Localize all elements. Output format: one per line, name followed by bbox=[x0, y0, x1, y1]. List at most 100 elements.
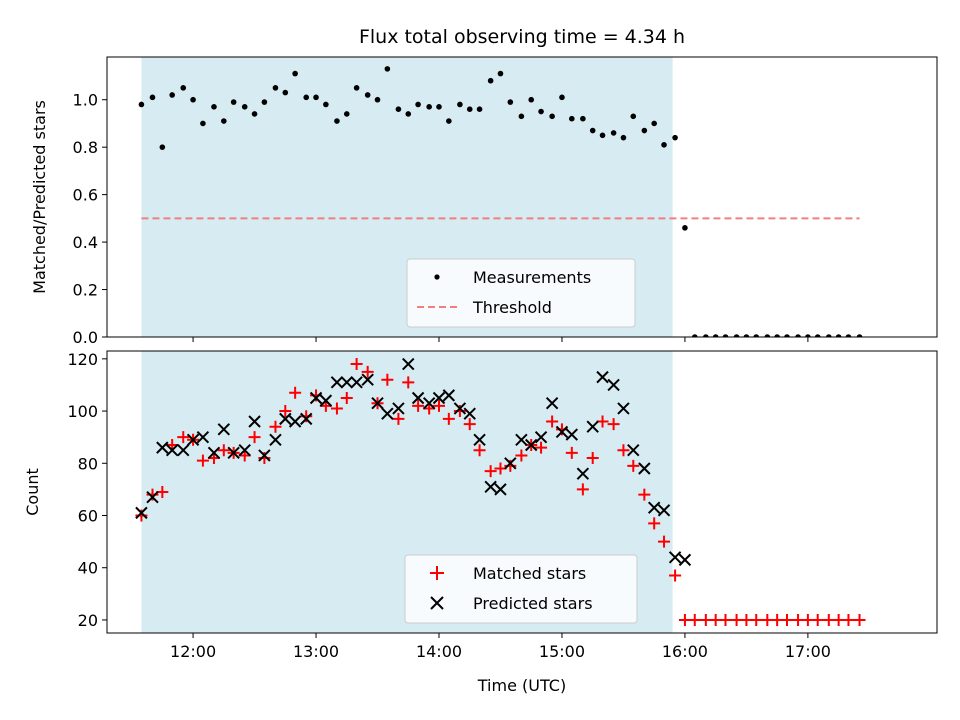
measurement-point bbox=[712, 334, 719, 337]
predicted-star-point bbox=[207, 446, 221, 460]
matched-star-point bbox=[402, 376, 415, 389]
matched-star-point bbox=[196, 454, 209, 467]
panel-ratio: 0.0 0.2 0.4 0.6 0.8 1.0 Matched/Predicted sta… bbox=[30, 56, 938, 347]
measurement-point bbox=[630, 113, 637, 120]
matched-star-point bbox=[627, 459, 640, 472]
predicted-star-point bbox=[678, 553, 692, 567]
matched-star-point bbox=[719, 613, 732, 626]
measurement-point bbox=[814, 334, 821, 337]
measurement-point bbox=[774, 334, 780, 337]
measurement-point bbox=[599, 132, 606, 139]
measurement-point bbox=[569, 115, 575, 122]
measurement-point bbox=[497, 70, 504, 77]
matched-star-point bbox=[842, 613, 855, 626]
measurement-point bbox=[426, 104, 432, 110]
measurement-point bbox=[682, 225, 688, 231]
matched-star-point bbox=[586, 452, 599, 465]
matched-star-point bbox=[248, 431, 261, 444]
matched-star-point bbox=[648, 517, 661, 530]
predicted-star-point bbox=[484, 480, 497, 493]
predicted-star-point bbox=[217, 423, 231, 436]
matched-star-point bbox=[361, 365, 374, 378]
predicted-star-point bbox=[330, 376, 344, 389]
matched-star-point bbox=[269, 420, 282, 433]
predicted-star-point bbox=[586, 420, 599, 433]
predicted-star-point bbox=[442, 389, 456, 402]
measurement-point bbox=[149, 94, 156, 101]
measurement-point bbox=[364, 92, 371, 98]
predicted-star-point bbox=[453, 402, 467, 415]
x-tick-label: 17:00 bbox=[785, 642, 831, 661]
measurement-point bbox=[466, 106, 473, 113]
legend-swatch-measurements bbox=[434, 274, 440, 280]
legend-label-predicted: Predicted stars bbox=[473, 594, 593, 613]
legend-box-bottom bbox=[404, 554, 638, 624]
predicted-star-point bbox=[196, 430, 210, 444]
predicted-star-point bbox=[596, 370, 609, 384]
chart-title: Flux total observing time = 4.34 h bbox=[359, 26, 685, 48]
y-tick-label: 0.4 bbox=[73, 233, 98, 252]
measurement-point bbox=[190, 96, 196, 103]
measurement-point bbox=[518, 113, 525, 120]
y-axis-label-bottom: Count bbox=[23, 468, 42, 516]
predicted-star-point bbox=[638, 462, 651, 475]
matched-star-point bbox=[669, 569, 682, 582]
measurement-point bbox=[405, 111, 412, 117]
predicted-star-point bbox=[422, 397, 436, 410]
predicted-star-point bbox=[279, 412, 292, 426]
measurement-point bbox=[353, 85, 360, 91]
measurement-point bbox=[507, 99, 514, 105]
predicted-star-point bbox=[607, 378, 620, 392]
predicted-star-point bbox=[146, 491, 159, 504]
legend-label-matched: Matched stars bbox=[473, 564, 586, 583]
matched-star-point bbox=[484, 465, 497, 478]
x-axis-label: Time (UTC) bbox=[477, 676, 566, 695]
panel-count: 20 40 60 80 100 120 12:00 13:00 14:00 15:00 16:00… bbox=[23, 350, 938, 695]
measurement-point bbox=[446, 118, 452, 124]
predicted-star-point bbox=[381, 407, 394, 420]
measurement-point bbox=[672, 134, 678, 141]
measurement-point bbox=[251, 111, 258, 117]
predicted-star-point bbox=[555, 425, 569, 439]
matched-star-point bbox=[617, 444, 630, 457]
y-tick-label: 20 bbox=[78, 611, 98, 630]
measurement-point bbox=[395, 106, 402, 113]
measurement-point bbox=[138, 101, 145, 108]
predicted-star-point bbox=[647, 501, 661, 514]
y-tick-label: 0.8 bbox=[73, 138, 98, 157]
measurement-point bbox=[343, 111, 350, 117]
measurement-point bbox=[292, 70, 298, 77]
predicted-star-point bbox=[350, 376, 363, 389]
predicted-star-point bbox=[258, 449, 271, 462]
y-tick-label: 0.2 bbox=[73, 281, 98, 300]
measurement-point bbox=[703, 334, 709, 337]
y-tick-label: 120 bbox=[67, 350, 98, 369]
x-tick-label: 13:00 bbox=[293, 642, 339, 661]
measurement-point bbox=[476, 106, 483, 113]
predicted-star-point bbox=[463, 407, 476, 420]
measurement-point bbox=[580, 115, 586, 122]
y-axis-top: 0.0 0.2 0.4 0.6 0.8 1.0 bbox=[73, 91, 107, 347]
measurement-point bbox=[743, 334, 750, 337]
matched-star-point bbox=[156, 486, 169, 498]
measurement-point bbox=[805, 334, 811, 337]
predicted-star-point bbox=[617, 402, 630, 415]
matched-star-point bbox=[381, 373, 394, 386]
measurement-point bbox=[272, 85, 279, 91]
measurement-point bbox=[303, 94, 310, 101]
matched-star-point bbox=[750, 613, 763, 626]
y-tick-label: 100 bbox=[67, 402, 98, 421]
predicted-star-point bbox=[340, 376, 353, 389]
predicted-star-point bbox=[269, 433, 282, 446]
measurement-point bbox=[795, 334, 801, 337]
matched-star-point bbox=[217, 444, 230, 457]
y-tick-label: 1.0 bbox=[73, 91, 98, 110]
legend-box-top bbox=[406, 258, 636, 328]
x-axis-bottom: 12:00 13:00 14:00 15:00 16:00 17:00 bbox=[170, 633, 831, 661]
y-axis-bottom: 20 40 60 80 100 120 bbox=[67, 350, 107, 630]
plot-area-top bbox=[138, 66, 863, 337]
measurement-point bbox=[845, 334, 852, 337]
x-tick-label: 12:00 bbox=[170, 642, 216, 661]
predicted-star-point bbox=[565, 428, 579, 441]
